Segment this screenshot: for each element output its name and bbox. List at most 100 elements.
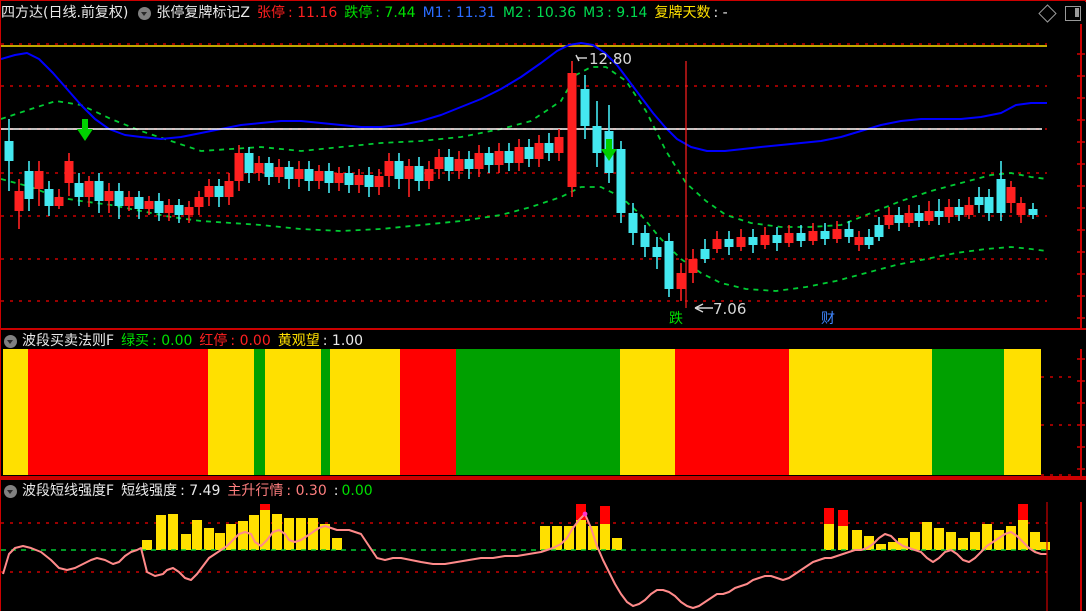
candle-body bbox=[616, 149, 626, 213]
short-strength-label: 短线强度 bbox=[121, 483, 178, 499]
strength-bar bbox=[970, 532, 980, 550]
candle-body bbox=[184, 207, 194, 215]
candle-body bbox=[640, 233, 650, 247]
candle-body bbox=[832, 229, 842, 239]
candle-body bbox=[314, 171, 324, 181]
chevron-down-circle-icon[interactable] bbox=[4, 334, 17, 348]
state-band-wait bbox=[330, 349, 400, 475]
candle-body bbox=[204, 186, 214, 197]
buy-sell-bands-panel[interactable] bbox=[1, 349, 1086, 478]
candle-body bbox=[354, 175, 364, 185]
state-band-sell bbox=[28, 349, 208, 475]
state-band-wait bbox=[3, 349, 28, 475]
strength-line bbox=[2, 513, 1047, 609]
strength-bar bbox=[308, 518, 318, 550]
strength-bar bbox=[181, 534, 191, 550]
candle-body bbox=[364, 175, 374, 187]
state-band-wait bbox=[789, 349, 932, 475]
candle-body bbox=[24, 171, 34, 199]
candle-body bbox=[254, 163, 264, 173]
strength-bar bbox=[576, 520, 586, 550]
candle-body bbox=[524, 147, 534, 159]
indicator-name-main[interactable]: 张停复牌标记Z bbox=[156, 5, 250, 21]
candle-body bbox=[844, 229, 854, 237]
candle-body bbox=[44, 189, 54, 206]
candle-body bbox=[284, 167, 294, 179]
chevron-down-circle-icon[interactable] bbox=[138, 6, 152, 20]
candle-body bbox=[194, 197, 204, 207]
strength-bar-series bbox=[142, 504, 1050, 550]
candle-body bbox=[944, 207, 954, 217]
candle-body bbox=[504, 151, 514, 163]
strength-bar bbox=[1030, 532, 1040, 550]
candle-body bbox=[454, 159, 464, 171]
candle-body bbox=[74, 183, 84, 197]
short-term-strength-panel[interactable] bbox=[1, 502, 1086, 611]
candle-body bbox=[884, 215, 894, 225]
strength-bar-peak bbox=[824, 508, 834, 524]
state-band-buy bbox=[932, 349, 1004, 475]
resume-days-value: : - bbox=[713, 5, 728, 21]
m2-value: : 10.36 bbox=[526, 5, 577, 21]
candle-body bbox=[64, 161, 74, 183]
secondary-sep: : bbox=[333, 483, 339, 499]
candle-body bbox=[904, 213, 914, 223]
secondary-value: 0.00 bbox=[341, 483, 373, 499]
strength-bar bbox=[958, 538, 968, 550]
candle-body bbox=[384, 161, 394, 176]
resume-days-label: 复牌天数 bbox=[654, 5, 711, 21]
m1-label: M1 bbox=[422, 5, 444, 21]
candle-body bbox=[444, 157, 454, 171]
high-price-label: 12.80 bbox=[589, 50, 632, 68]
strength-bar-peak bbox=[260, 504, 270, 510]
candle-body bbox=[534, 143, 544, 159]
indicator-name-bands[interactable]: 波段买卖法则F bbox=[22, 333, 115, 349]
candle-body bbox=[424, 169, 434, 181]
state-band-buy bbox=[321, 349, 330, 475]
candle-body bbox=[676, 273, 686, 289]
candle-body bbox=[134, 197, 144, 209]
candle-body bbox=[736, 237, 746, 247]
limit-up-label: 张停 bbox=[256, 5, 285, 21]
indicator-name-strength[interactable]: 波段短线强度F bbox=[22, 483, 115, 499]
low-annotation-arrow bbox=[694, 303, 713, 313]
candlestick-svg: 12.80 7.06 跌 财 bbox=[1, 24, 1085, 328]
strength-bar bbox=[1040, 542, 1050, 550]
candlestick-chart-panel[interactable]: 12.80 7.06 跌 财 bbox=[1, 24, 1086, 328]
strength-bar-peak bbox=[576, 504, 586, 520]
strength-bar bbox=[156, 515, 166, 550]
diamond-icon[interactable] bbox=[1038, 3, 1057, 23]
state-band-wait bbox=[208, 349, 254, 475]
strength-bar bbox=[540, 526, 550, 550]
chevron-down-circle-icon[interactable] bbox=[4, 484, 17, 498]
strength-bar bbox=[588, 526, 598, 550]
restore-window-icon[interactable] bbox=[1065, 5, 1081, 21]
sell-signal-arrow bbox=[77, 119, 93, 141]
arrow-head bbox=[601, 149, 617, 161]
candle-body bbox=[984, 197, 994, 213]
strength-bar bbox=[982, 524, 992, 550]
candle-body bbox=[404, 166, 414, 179]
strength-svg bbox=[1, 502, 1082, 611]
candle-body bbox=[514, 147, 524, 163]
main-rise-value: : 0.30 bbox=[286, 483, 327, 499]
strength-bar bbox=[332, 538, 342, 550]
candle-body bbox=[144, 201, 154, 209]
state-band-wait bbox=[265, 349, 321, 475]
candle-body bbox=[996, 179, 1006, 213]
candle-body bbox=[974, 197, 984, 205]
strength-bar bbox=[876, 544, 886, 550]
strength-bar-peak bbox=[838, 510, 848, 526]
strength-bar bbox=[142, 540, 152, 550]
strength-bar bbox=[204, 528, 214, 550]
strength-bar-peak bbox=[1018, 504, 1028, 520]
candle-body bbox=[214, 186, 224, 197]
main-chart-header: 四方达(日线.前复权) 张停复牌标记Z 张停 : 11.16 跌停 : 7.44… bbox=[1, 2, 1086, 24]
page-title: 四方达(日线.前复权) bbox=[1, 5, 129, 21]
candle-body bbox=[874, 225, 884, 237]
window-controls bbox=[1038, 2, 1081, 24]
strength-bar bbox=[864, 536, 874, 550]
candle-body bbox=[344, 173, 354, 185]
candle-body bbox=[1028, 209, 1038, 215]
